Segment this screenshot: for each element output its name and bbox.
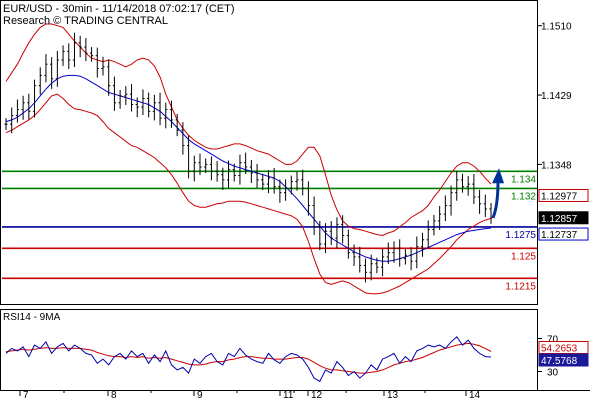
level-label: 1.1215: [505, 281, 536, 292]
rsi-badge: [538, 353, 589, 367]
time-axis-label: 12: [311, 390, 323, 400]
price-badge: [538, 211, 589, 225]
price-badge-label: 1.12857: [541, 214, 578, 225]
level-label: 1.132: [511, 191, 536, 202]
rsi-axis-label: 70: [547, 335, 559, 346]
price-axis-label: 1.1429: [541, 91, 572, 102]
rsi-panel-frame: [0, 309, 538, 391]
price-axis-label: 1.1348: [541, 160, 572, 171]
time-axis-label: 13: [387, 390, 399, 400]
moving-average-line: [5, 74, 492, 262]
rsi-badge-label: 47.5768: [541, 356, 578, 367]
time-axis-label: 11: [283, 390, 294, 400]
price-badge-label: 1.12977: [541, 191, 578, 202]
rsi-badge: [538, 340, 589, 354]
forecast-arrow-shaft: [491, 181, 500, 219]
rsi-axis-label: 30: [547, 368, 559, 379]
price-panel-frame: [0, 0, 538, 305]
time-axis-label: 8: [111, 390, 117, 400]
rsi-badge-label: 54.2653: [541, 343, 578, 354]
time-axis-label: 14: [469, 390, 481, 400]
rsi-line: [5, 336, 492, 383]
level-label: 1.125: [511, 251, 536, 262]
rsi-panel-label: RSI14 - 9MA: [3, 312, 61, 323]
price-badge-label: 1.12737: [541, 230, 578, 241]
time-axis-label: 9: [197, 390, 203, 400]
bollinger-upper-line: [5, 23, 492, 237]
level-label: 1.134: [511, 174, 536, 185]
bollinger-lower-line: [5, 93, 492, 295]
candles-group: [4, 32, 493, 283]
time-axis-label: 7: [23, 390, 29, 400]
level-label: 1.1275: [505, 230, 536, 241]
chart-subtitle: Research © TRADING CENTRAL: [3, 15, 168, 27]
price-axis-label: 1.1510: [541, 22, 572, 33]
price-badge: [538, 227, 589, 241]
chart-title: EUR/USD - 30min - 11/14/2018 07:02:17 (C…: [3, 3, 235, 15]
price-badge: [538, 188, 589, 202]
forecast-arrow-head: [492, 168, 504, 184]
